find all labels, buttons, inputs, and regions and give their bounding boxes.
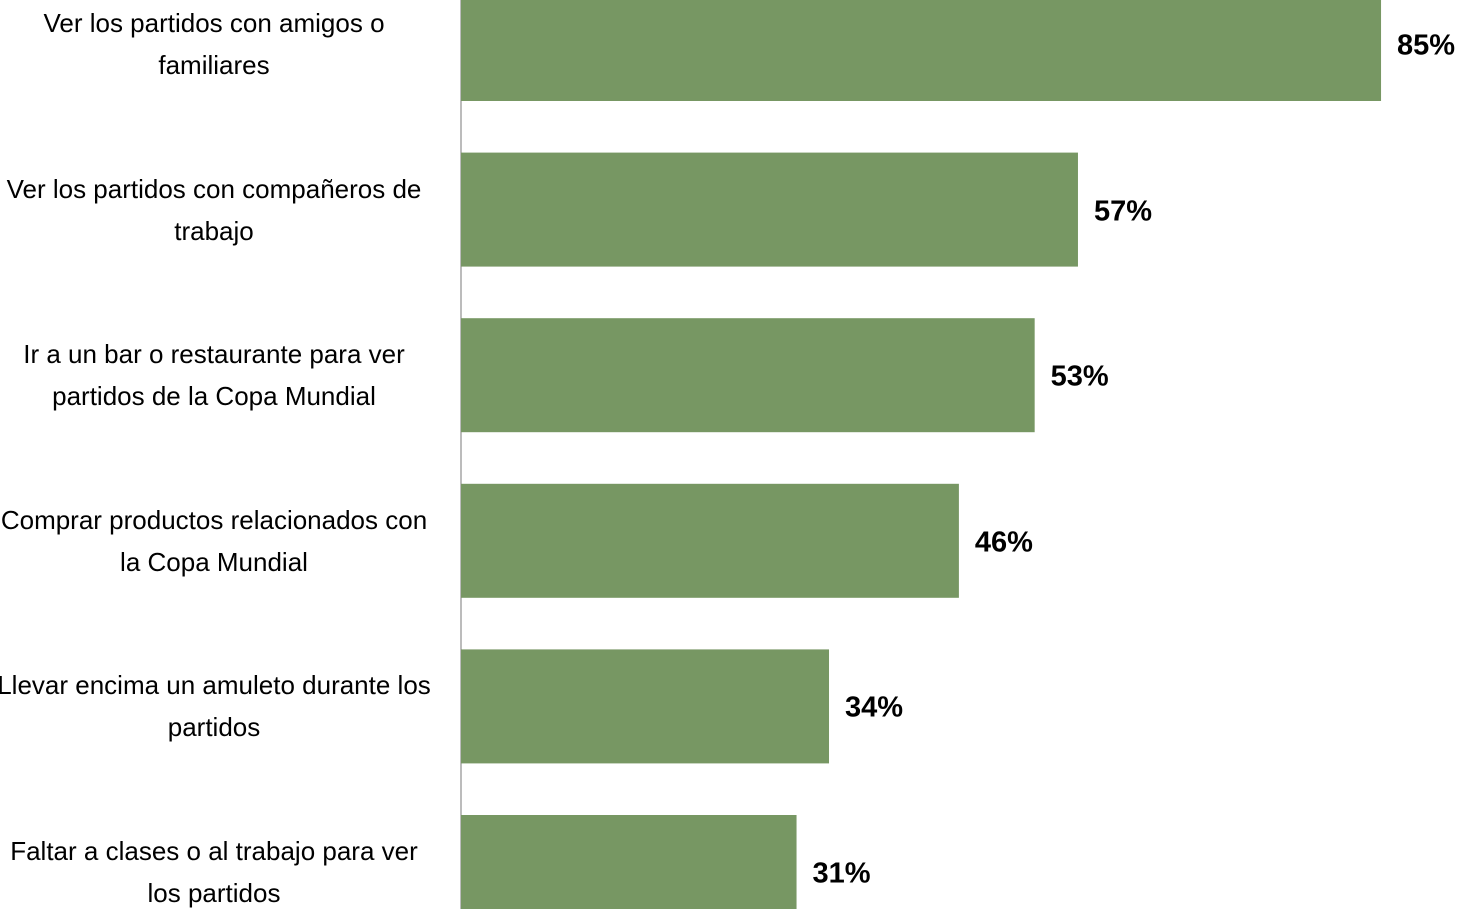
value-label: 85% <box>1397 29 1456 62</box>
category-label: Llevar encima un amuleto durante los par… <box>0 670 431 743</box>
bar <box>461 152 1078 267</box>
bar <box>461 649 830 764</box>
category-label: Ver los partidos con compañeros de traba… <box>6 173 422 246</box>
bar <box>461 318 1035 433</box>
category-label: Faltar a clases o al trabajo para ver lo… <box>10 836 418 908</box>
category-label: Ver los partidos con amigos o familiares <box>43 8 385 80</box>
bar <box>461 0 1382 101</box>
category-label: Ir a un bar o restaurante para ver parti… <box>23 339 405 412</box>
value-label: 34% <box>845 691 904 724</box>
value-label: 53% <box>1050 360 1109 393</box>
value-label: 46% <box>974 526 1033 559</box>
bar <box>461 483 959 598</box>
value-label: 31% <box>812 857 871 890</box>
category-label: Comprar productos relacionados con la Co… <box>0 504 428 577</box>
value-label: 57% <box>1093 195 1152 228</box>
bar <box>461 815 797 909</box>
